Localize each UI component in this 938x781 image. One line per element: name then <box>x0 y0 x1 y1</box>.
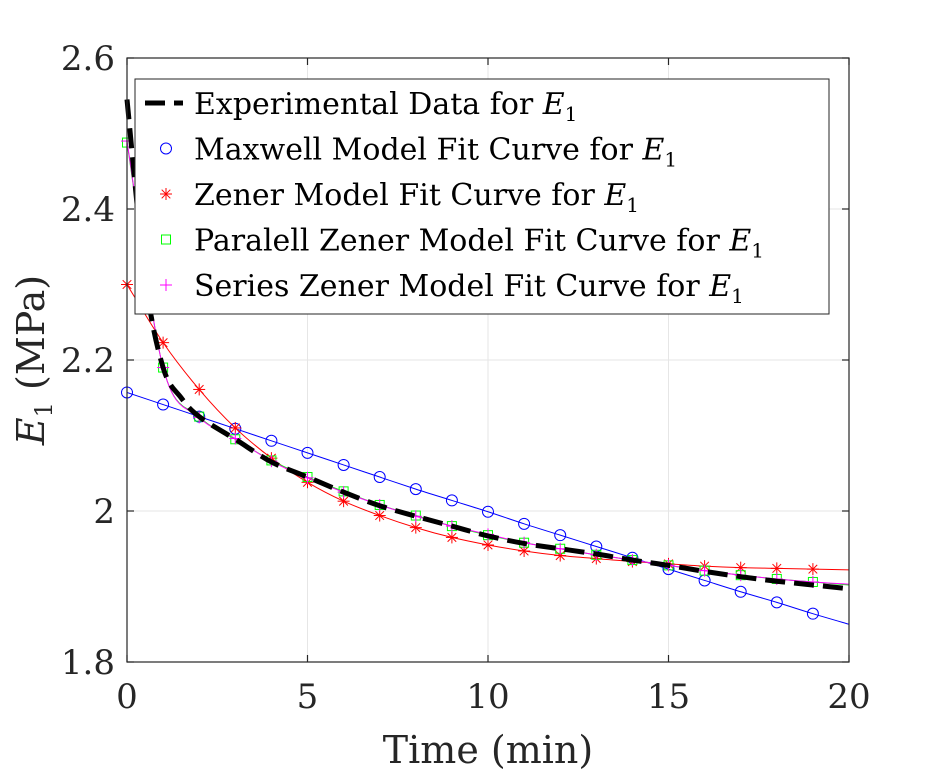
data-point <box>409 483 422 496</box>
y-tick-label: 2.2 <box>61 341 115 381</box>
data-point <box>482 538 494 551</box>
legend-item: Maxwell Model Fit Curve for E1 <box>160 133 677 172</box>
legend-item: Paralell Zener Model Fit Curve for E1 <box>161 224 764 263</box>
data-point <box>193 383 206 396</box>
x-tick-label: 15 <box>647 677 690 717</box>
y-axis-label-subscript: 1 <box>30 402 58 417</box>
data-point <box>554 542 567 555</box>
legend-item: Zener Model Fit Curve for E1 <box>160 178 639 217</box>
data-point <box>373 471 386 484</box>
data-point <box>518 517 531 530</box>
legend-label: Experimental Data for E1 <box>194 87 577 126</box>
data-point <box>554 529 567 542</box>
series-layer <box>121 99 850 625</box>
data-point <box>157 336 170 349</box>
series-line <box>126 391 850 625</box>
legend-label: Paralell Zener Model Fit Curve for E1 <box>194 224 764 263</box>
y-tick-label: 2 <box>93 492 115 532</box>
legend-box <box>134 78 830 315</box>
x-axis-label: Time (min) <box>383 728 593 772</box>
data-point <box>157 398 170 411</box>
data-point <box>445 494 458 507</box>
axis-ticks: 0 5 10 15 20 1.8 2 2.2 2.4 2.6 <box>61 39 871 717</box>
y-tick-label: 2.6 <box>61 39 115 79</box>
y-axis-label-symbol: E <box>9 417 53 446</box>
data-point <box>806 607 819 620</box>
legend-item: Series Zener Model Fit Curve for E1 <box>160 269 744 308</box>
x-tick-label: 20 <box>827 677 870 717</box>
data-point <box>770 596 783 609</box>
data-point <box>554 549 567 562</box>
legend-swatch <box>161 234 171 245</box>
y-axis-label: E1 (MPa) <box>9 275 58 446</box>
y-axis-label-unit: (MPa) <box>9 275 53 402</box>
legend-label: Maxwell Model Fit Curve for E1 <box>194 133 677 172</box>
data-point <box>445 531 458 544</box>
legend-label: Zener Model Fit Curve for E1 <box>194 178 639 217</box>
x-tick-label: 5 <box>297 677 319 717</box>
legend-label: Series Zener Model Fit Curve for E1 <box>194 269 744 308</box>
data-point <box>337 458 350 471</box>
data-point <box>265 434 278 447</box>
legend-swatch <box>160 142 172 155</box>
data-point <box>482 505 494 518</box>
data-point <box>229 421 242 434</box>
legend-swatch <box>160 188 172 200</box>
data-point <box>770 562 783 575</box>
y-axis-label-group: E1 (MPa) <box>9 275 58 446</box>
legend-swatch <box>160 279 172 291</box>
y-tick-label: 2.4 <box>61 190 115 230</box>
x-tick-label: 10 <box>466 677 509 717</box>
series-line <box>124 99 850 592</box>
data-point <box>229 432 242 445</box>
legend: Experimental Data for E1 Maxwell Model Fi… <box>134 78 830 315</box>
data-point <box>734 585 747 598</box>
series-0 <box>124 99 850 592</box>
data-point <box>373 509 386 522</box>
data-point <box>409 521 422 534</box>
data-point <box>806 563 819 576</box>
x-tick-label: 0 <box>116 677 138 717</box>
y-tick-label: 1.8 <box>61 643 115 683</box>
data-point <box>301 446 314 459</box>
legend-item: Experimental Data for E1 <box>145 87 577 126</box>
